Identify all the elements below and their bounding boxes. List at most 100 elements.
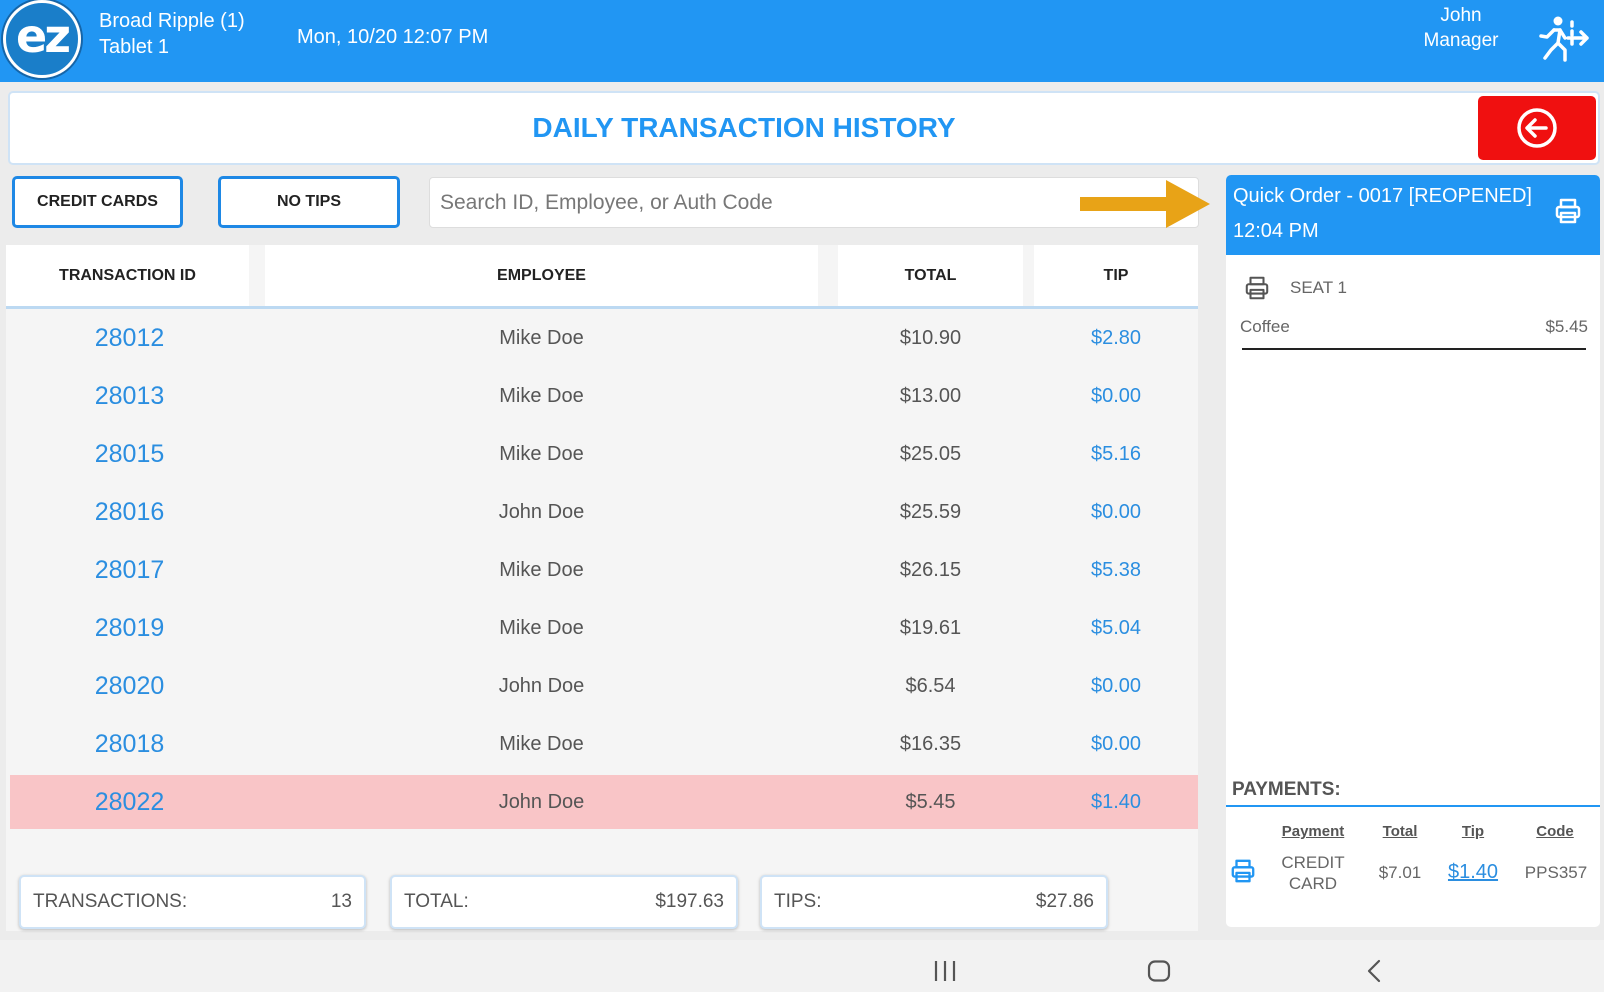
annotation-arrow-icon (1080, 180, 1210, 228)
transactions-table: TRANSACTION ID EMPLOYEE TOTAL TIP 28012 M… (6, 245, 1198, 931)
transaction-id-cell[interactable]: 28020 (94, 671, 165, 700)
payments-divider (1226, 805, 1600, 807)
store-name: Broad Ripple (1) (99, 10, 245, 32)
employee-cell: Mike Doe (499, 326, 584, 349)
tips-label: TIPS: (774, 891, 822, 912)
transaction-id-cell[interactable]: 28013 (94, 381, 165, 410)
total-box: TOTAL: $197.63 (390, 875, 738, 929)
total-cell: $25.59 (899, 500, 962, 523)
total-cell: $25.05 (899, 442, 962, 465)
table-row[interactable]: 28015 Mike Doe $25.05 $5.16 (10, 427, 1198, 481)
employee-cell: Mike Doe (499, 558, 584, 581)
item-divider (1242, 348, 1586, 350)
total-cell: $19.61 (899, 616, 962, 639)
payment-type-line1: CREDIT (1281, 853, 1345, 872)
tip-cell[interactable]: $5.04 (1090, 616, 1142, 639)
employee-cell: Mike Doe (499, 442, 584, 465)
printer-icon[interactable] (1230, 857, 1256, 890)
employee-cell: Mike Doe (499, 384, 584, 407)
tip-cell[interactable]: $5.16 (1090, 442, 1142, 465)
seat-row: SEAT 1 (1244, 275, 1347, 301)
page-title-bar: DAILY TRANSACTION HISTORY (8, 91, 1600, 165)
payment-type-line2: CARD (1288, 874, 1338, 893)
order-detail-panel: Quick Order - 0017 [REOPENED] 12:04 PM S… (1226, 175, 1600, 927)
user-name: John (1440, 5, 1482, 26)
table-row[interactable]: 28020 John Doe $6.54 $0.00 (10, 659, 1198, 713)
recent-apps-icon[interactable] (933, 960, 957, 982)
device-name: Tablet 1 (99, 36, 170, 58)
employee-cell: John Doe (498, 674, 585, 697)
table-row[interactable]: 28012 Mike Doe $10.90 $2.80 (10, 311, 1198, 365)
seat-label: SEAT 1 (1290, 278, 1348, 297)
order-header: Quick Order - 0017 [REOPENED] 12:04 PM (1226, 175, 1600, 255)
col-transaction-id[interactable]: TRANSACTION ID (6, 245, 249, 306)
payment-col-header: Payment (1281, 823, 1345, 840)
transaction-id-cell[interactable]: 28012 (94, 323, 165, 352)
total-cell: $13.00 (899, 384, 962, 407)
total-cell: $26.15 (899, 558, 962, 581)
transaction-id-cell[interactable]: 28015 (94, 439, 165, 468)
system-nav-bar (0, 940, 1604, 992)
item-name: Coffee (1240, 317, 1290, 336)
back-button[interactable] (1478, 96, 1596, 160)
top-app-bar: ez Broad Ripple (1) Tablet 1 Mon, 10/20 … (0, 0, 1604, 82)
transactions-count-box: TRANSACTIONS: 13 (19, 875, 366, 929)
tip-cell[interactable]: $1.40 (1090, 790, 1142, 813)
payment-tip-link[interactable]: $1.40 (1447, 861, 1499, 883)
table-row[interactable]: 28019 Mike Doe $19.61 $5.04 (10, 601, 1198, 655)
table-row[interactable]: 28013 Mike Doe $13.00 $0.00 (10, 369, 1198, 423)
no-tips-filter-button[interactable]: NO TIPS (218, 176, 400, 228)
tip-col-header: Tip (1461, 823, 1485, 840)
table-row[interactable]: 28022 John Doe $5.45 $1.40 (10, 775, 1198, 829)
order-item[interactable]: Coffee $5.45 (1240, 317, 1588, 337)
tip-cell[interactable]: $5.38 (1090, 558, 1142, 581)
table-header: TRANSACTION ID EMPLOYEE TOTAL TIP (6, 245, 1198, 309)
exit-run-icon[interactable] (1534, 14, 1590, 64)
logo-text: ez (16, 9, 71, 63)
code-col-header: Code (1536, 823, 1574, 840)
payment-type: CREDIT CARD (1273, 852, 1353, 894)
printer-icon[interactable] (1244, 275, 1270, 301)
tip-cell[interactable]: $0.00 (1090, 732, 1142, 755)
tips-value: $27.86 (1035, 891, 1094, 912)
credit-cards-filter-button[interactable]: CREDIT CARDS (12, 176, 183, 228)
tip-cell[interactable]: $0.00 (1090, 500, 1142, 523)
back-nav-icon[interactable] (1366, 959, 1382, 983)
employee-cell: John Doe (498, 500, 585, 523)
transaction-id-cell[interactable]: 28022 (94, 787, 165, 816)
printer-icon[interactable] (1554, 197, 1582, 230)
table-row[interactable]: 28018 Mike Doe $16.35 $0.00 (10, 717, 1198, 771)
payment-total: $7.01 (1378, 863, 1422, 882)
col-employee[interactable]: EMPLOYEE (265, 245, 818, 306)
col-total[interactable]: TOTAL (838, 245, 1023, 306)
tip-cell[interactable]: $0.00 (1090, 384, 1142, 407)
current-datetime: Mon, 10/20 12:07 PM (297, 26, 489, 48)
item-price: $5.45 (1545, 317, 1588, 336)
transaction-id-cell[interactable]: 28018 (94, 729, 165, 758)
table-row[interactable]: 28016 John Doe $25.59 $0.00 (10, 485, 1198, 539)
total-label: TOTAL: (404, 891, 469, 912)
total-col-header: Total (1382, 823, 1418, 840)
table-row[interactable]: 28017 Mike Doe $26.15 $5.38 (10, 543, 1198, 597)
total-value: $197.63 (655, 891, 724, 912)
total-cell: $5.45 (905, 790, 956, 813)
tip-cell[interactable]: $0.00 (1090, 674, 1142, 697)
total-cell: $16.35 (899, 732, 962, 755)
transaction-id-cell[interactable]: 28017 (94, 555, 165, 584)
home-icon[interactable] (1147, 960, 1171, 982)
employee-cell: Mike Doe (499, 616, 584, 639)
store-info: Broad Ripple (1) Tablet 1 (99, 8, 245, 60)
total-cell: $6.54 (905, 674, 956, 697)
transaction-id-cell[interactable]: 28016 (94, 497, 165, 526)
col-tip[interactable]: TIP (1034, 245, 1198, 306)
tips-box: TIPS: $27.86 (760, 875, 1108, 929)
ez-logo: ez (3, 0, 81, 78)
transactions-label: TRANSACTIONS: (33, 891, 188, 912)
tip-cell[interactable]: $2.80 (1090, 326, 1142, 349)
employee-cell: John Doe (498, 790, 585, 813)
transaction-id-cell[interactable]: 28019 (94, 613, 165, 642)
user-role: Manager (1423, 30, 1499, 51)
user-info: John Manager (1416, 3, 1506, 53)
search-input[interactable]: Search ID, Employee, or Auth Code (429, 177, 1199, 228)
employee-cell: Mike Doe (499, 732, 584, 755)
